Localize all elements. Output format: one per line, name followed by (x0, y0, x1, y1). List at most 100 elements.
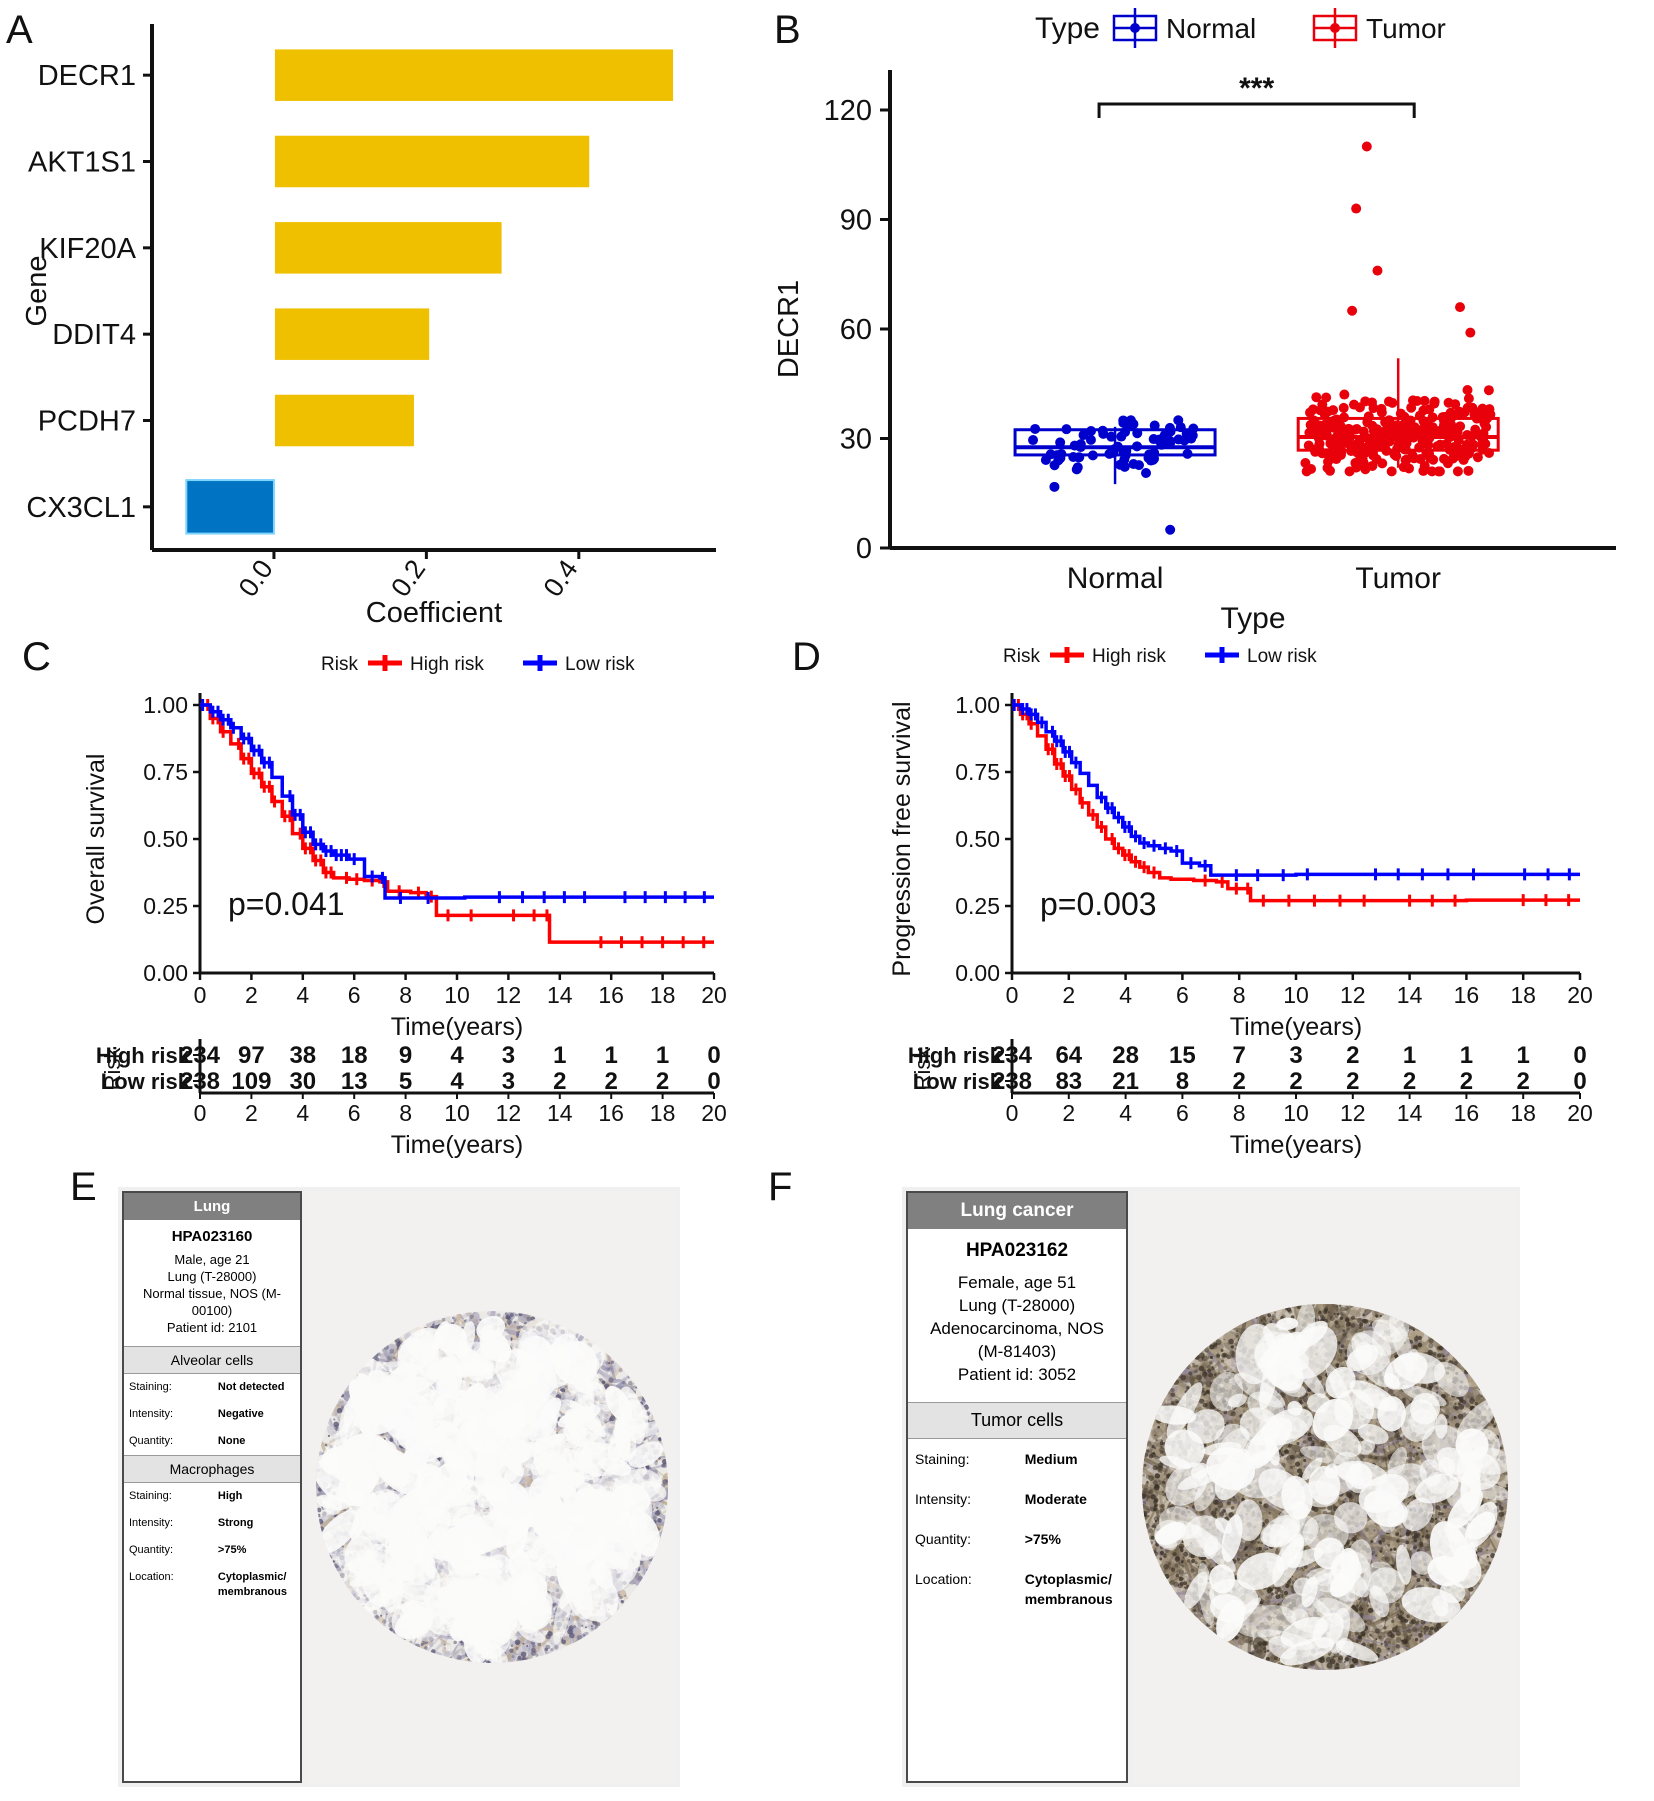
svg-text:83: 83 (1055, 1068, 1082, 1095)
svg-text:7: 7 (1233, 1042, 1246, 1069)
svg-text:12: 12 (496, 1100, 522, 1126)
hpa-detail-key: Intensity: (129, 1517, 174, 1529)
svg-text:2: 2 (1062, 982, 1075, 1008)
svg-text:3: 3 (1289, 1042, 1302, 1069)
svg-text:38: 38 (289, 1042, 316, 1069)
svg-text:KIF20A: KIF20A (39, 233, 136, 265)
hpa-section-title: Macrophages (124, 1455, 300, 1483)
hpa-detail-value: Cytoplasmic/membranous (1024, 1571, 1113, 1607)
hpa-detail-key: Staining: (129, 1381, 172, 1393)
svg-text:4: 4 (450, 1042, 464, 1069)
svg-text:AKT1S1: AKT1S1 (28, 147, 136, 179)
hpa-detail-key: Quantity: (129, 1544, 174, 1556)
panel-e: E Lung HPA023160 Male, age 21 Lung (T-28000… (0, 1155, 790, 1801)
panel-e-letter: E (70, 1165, 97, 1209)
svg-text:High risk: High risk (1092, 646, 1166, 667)
svg-text:13: 13 (341, 1068, 368, 1095)
svg-text:2: 2 (1517, 1068, 1530, 1095)
svg-text:2: 2 (553, 1068, 566, 1095)
hpa-detail-value: Not detected (217, 1381, 285, 1393)
svg-text:30: 30 (840, 424, 872, 456)
svg-text:2: 2 (1346, 1042, 1359, 1069)
svg-text:64: 64 (1055, 1042, 1082, 1069)
svg-text:Gene: Gene (21, 256, 53, 327)
svg-text:4: 4 (296, 982, 309, 1008)
svg-text:18: 18 (650, 1100, 676, 1126)
hpa-detail-key: Staining: (129, 1490, 172, 1502)
svg-text:2: 2 (1233, 1068, 1246, 1095)
hpa-meta-line: Normal tissue, NOS (M- (143, 1286, 281, 1301)
svg-text:1: 1 (1403, 1042, 1416, 1069)
svg-text:0.75: 0.75 (143, 759, 188, 785)
hpa-detail-row: Quantity: >75% (124, 1537, 300, 1564)
hpa-section-title: Alveolar cells (124, 1346, 300, 1374)
panel-f: F Lung cancer HPA023162 Female, age 51 Lung… (768, 1155, 1654, 1801)
svg-text:20: 20 (1567, 1100, 1593, 1126)
svg-text:PCDH7: PCDH7 (38, 406, 136, 438)
tissue-image-normal (308, 1191, 676, 1783)
hpa-tumor-card: Lung cancer HPA023162 Female, age 51 Lung (… (906, 1191, 1128, 1783)
svg-text:2: 2 (245, 982, 258, 1008)
svg-text:2: 2 (1346, 1068, 1359, 1095)
svg-text:Risk: Risk (321, 654, 358, 675)
hpa-detail-row: Intensity: Negative (124, 1401, 300, 1428)
svg-text:DECR1: DECR1 (38, 60, 136, 92)
svg-text:2: 2 (1460, 1068, 1473, 1095)
svg-text:CX3CL1: CX3CL1 (26, 492, 136, 524)
svg-text:Time(years): Time(years) (1230, 1131, 1362, 1159)
svg-text:10: 10 (444, 1100, 470, 1126)
svg-text:16: 16 (1454, 1100, 1480, 1126)
svg-text:10: 10 (1283, 982, 1309, 1008)
hpa-detail-row: Location: Cytoplasmic/membranous (124, 1564, 300, 1606)
svg-text:DECR1: DECR1 (773, 280, 805, 378)
svg-text:9: 9 (399, 1042, 412, 1069)
hpa-meta-line: Female, age 51 (957, 1273, 1077, 1292)
svg-text:1: 1 (1517, 1042, 1530, 1069)
hpa-header: Lung (124, 1193, 300, 1220)
svg-text:High risk: High risk (96, 1043, 191, 1068)
hpa-detail-row: Location: Cytoplasmic/membranous (908, 1559, 1126, 1619)
svg-text:Risk: Risk (1003, 646, 1040, 667)
svg-text:1.00: 1.00 (143, 692, 188, 718)
svg-text:DDIT4: DDIT4 (52, 319, 136, 351)
svg-text:Normal: Normal (1166, 13, 1256, 44)
svg-text:Overall survival: Overall survival (82, 754, 110, 925)
svg-text:0.75: 0.75 (955, 759, 1000, 785)
svg-text:18: 18 (650, 982, 676, 1008)
svg-text:8: 8 (1176, 1068, 1189, 1095)
hpa-meta-line: Patient id: 3052 (957, 1365, 1077, 1384)
hpa-detail-value: Moderate (1024, 1491, 1087, 1507)
panel-c: C Risk High risk Low risk 0.00 0.25 0.50 0.75 1… (0, 625, 790, 1159)
svg-text:2: 2 (1403, 1068, 1416, 1095)
svg-text:Low risk: Low risk (1247, 646, 1317, 667)
svg-text:Low risk: Low risk (565, 654, 635, 675)
hpa-normal-container: Lung HPA023160 Male, age 21 Lung (T-28000) N… (118, 1187, 680, 1787)
svg-text:Time(years): Time(years) (391, 1131, 523, 1159)
svg-text:16: 16 (598, 1100, 624, 1126)
tissue-image-tumor (1134, 1191, 1516, 1783)
svg-text:4: 4 (1119, 982, 1132, 1008)
svg-text:2: 2 (1062, 1100, 1075, 1126)
svg-text:6: 6 (348, 982, 361, 1008)
svg-text:3: 3 (502, 1042, 515, 1069)
svg-text:0.00: 0.00 (143, 960, 188, 986)
svg-text:Type: Type (1220, 602, 1285, 635)
hpa-tumor-container: Lung cancer HPA023162 Female, age 51 Lung (… (902, 1187, 1520, 1787)
hpa-detail-value: Strong (217, 1517, 254, 1529)
svg-text:12: 12 (1340, 982, 1366, 1008)
hpa-meta-line: 00100) (191, 1303, 233, 1318)
svg-text:14: 14 (1397, 1100, 1423, 1126)
svg-text:0.2: 0.2 (385, 554, 431, 602)
svg-text:0.0: 0.0 (233, 554, 279, 602)
svg-text:Risk: Risk (100, 1047, 125, 1091)
svg-text:5: 5 (399, 1068, 412, 1095)
svg-text:12: 12 (496, 982, 522, 1008)
svg-text:18: 18 (341, 1042, 368, 1069)
svg-text:20: 20 (1567, 982, 1593, 1008)
svg-text:12: 12 (1340, 1100, 1366, 1126)
svg-text:4: 4 (450, 1068, 464, 1095)
svg-text:14: 14 (547, 982, 573, 1008)
panel-c-chart: Risk High risk Low risk0.000.250.500.751.0… (82, 654, 727, 1159)
hpa-detail-key: Intensity: (915, 1491, 972, 1507)
svg-text:18: 18 (1510, 982, 1536, 1008)
